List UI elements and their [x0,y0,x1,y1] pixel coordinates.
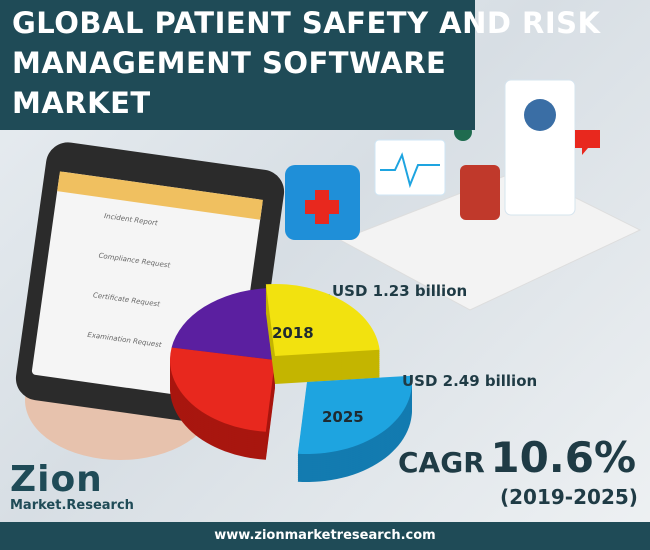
avatar [524,99,556,131]
pie-year-label: 2025 [322,408,364,426]
logo: Zion Market.Research [10,459,134,514]
pie-3d: 2018 2025 [170,284,412,482]
cagr: CAGR 10.6% [398,433,636,482]
header: GLOBAL PATIENT SAFETY AND RISK MANAGEMEN… [0,0,600,130]
title-line: MARKET [12,86,151,120]
pie-year-label: 2018 [272,324,314,342]
chat-bubble [575,130,600,155]
cagr-label: CAGR [398,446,485,479]
pie-slice [170,347,275,432]
phone-tabs [57,171,263,220]
pie-slice [265,284,380,356]
cagr-value: 10.6% [490,433,637,482]
pie-value-label: USD 2.49 billion [402,372,537,390]
title-line: GLOBAL PATIENT SAFETY AND RISK [12,6,601,40]
footer: www.zionmarketresearch.com [0,522,650,550]
cross [305,200,339,214]
heartbeat [380,152,440,189]
pie-slice [171,288,275,360]
cagr-period: (2019-2025) [500,485,638,509]
pie-slice [297,375,412,454]
pie-value-label: USD 1.23 billion [332,282,467,300]
pill-bottle [460,165,500,220]
logo-name: Zion [10,459,103,500]
title-line: MANAGEMENT SOFTWARE [12,46,447,80]
monitor [374,139,446,196]
logo-sub: Market.Research [10,498,134,513]
